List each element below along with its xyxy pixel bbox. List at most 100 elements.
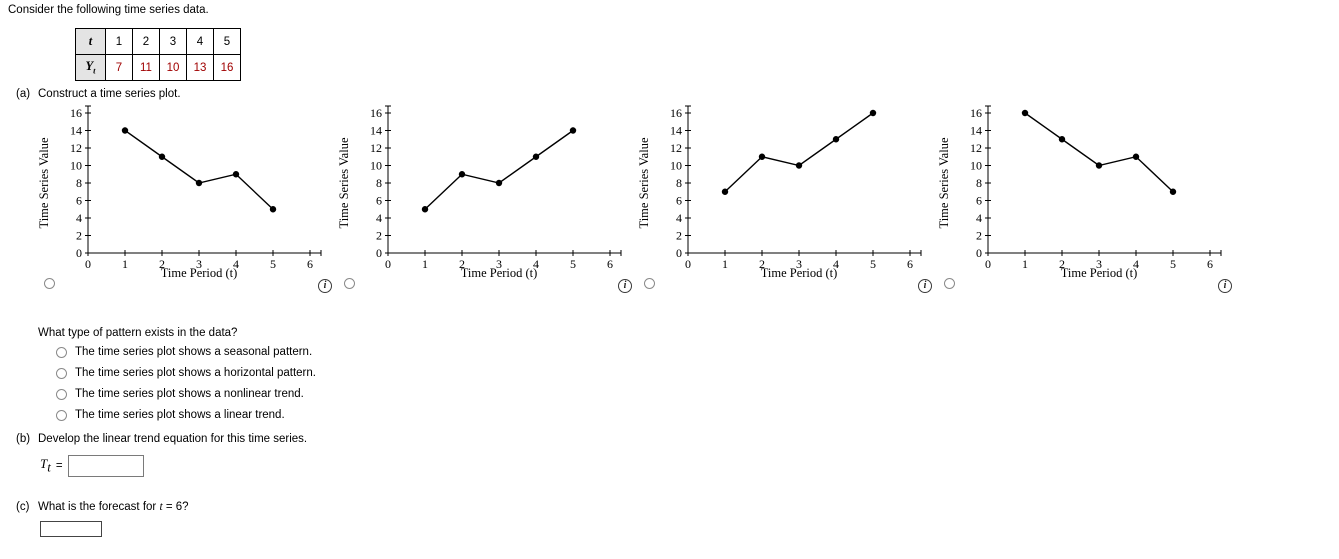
data-point [195,179,203,187]
chart-option-radio-1[interactable] [44,278,55,289]
y-tick-label: 4 [376,211,382,225]
y-tick-label: 16 [370,106,382,120]
data-point [1021,109,1029,117]
x-tick-label: 0 [985,257,991,271]
y-tick-label: 16 [670,106,682,120]
x-tick-label: 1 [722,257,728,271]
y-tick-label: 8 [976,176,982,190]
x-tick-label: 2 [759,257,765,271]
x-tick-label: 0 [85,257,91,271]
part-b-heading: (b) Develop the linear trend equation for… [16,433,307,445]
info-icon[interactable]: i [1218,279,1232,293]
info-icon[interactable]: i [918,279,932,293]
chart-option-3: 0 2 4 6 8 10 12 14 16 0 1 2 3 4 5 6 Time Period (t) Time … [636,103,936,293]
y-tick-label: 2 [676,229,682,243]
chart-option-1: 0 2 4 6 8 10 12 14 16 0 1 2 3 4 5 6 Time Period (t) Time … [36,103,336,293]
data-point [269,206,277,213]
part-a-text: Construct a time series plot. [38,88,181,100]
time-series-chart-4: 0 2 4 6 8 10 12 14 16 0 1 2 3 4 5 6 Time Period (t) Time … [936,103,1228,286]
part-c-label: (c) [16,501,30,513]
y-tick-label: 6 [76,194,82,208]
x-tick-label: 3 [796,257,802,271]
chart-option-radio-2[interactable] [344,278,355,289]
part-a-label: (a) [16,88,31,100]
x-tick-label: 4 [533,257,539,271]
x-tick-label: 3 [196,257,202,271]
part-a-heading: (a) Construct a time series plot. [16,88,181,100]
x-tick-label: 3 [496,257,502,271]
table-cell-y5: 16 [213,54,241,81]
table-row: Yt 7 11 10 13 16 [75,54,241,81]
time-series-chart-3: 0 2 4 6 8 10 12 14 16 0 1 2 3 4 5 6 Time Period (t) Time … [636,103,928,286]
part-b-text: Develop the linear trend equation for th… [38,433,308,445]
y-label-base: Y [85,59,94,74]
table-cell-t2: 2 [132,28,160,55]
info-icon[interactable]: i [618,279,632,293]
data-point [795,162,803,169]
pattern-radio-horizontal[interactable] [56,367,67,379]
chart-option-radio-4[interactable] [944,278,955,289]
y-label-sub: t [93,65,96,76]
y-tick-label: 14 [70,124,82,138]
data-line [124,129,274,210]
pattern-option-label: The time series plot shows a linear tren… [75,409,285,421]
y-tick-label: 6 [976,194,982,208]
y-tick-label: 14 [370,124,382,138]
y-tick-label: 0 [376,246,382,260]
pattern-option-nonlinear[interactable]: The time series plot shows a nonlinear t… [56,388,316,400]
y-axis-label: Time Series Value [937,137,951,228]
pattern-option-seasonal[interactable]: The time series plot shows a seasonal pa… [56,346,316,358]
y-tick-label: 2 [976,229,982,243]
table-cell-y4: 13 [186,54,214,81]
x-axis-label: Time Period (t) [761,266,838,280]
x-tick-label: 5 [570,257,576,271]
intro-text: Consider the following time series data. [8,4,209,16]
y-tick-label: 10 [970,159,982,173]
y-tick-label: 2 [376,229,382,243]
y-tick-label: 0 [676,246,682,260]
x-tick-label: 0 [385,257,391,271]
y-tick-label: 0 [76,246,82,260]
y-tick-label: 6 [676,194,682,208]
time-series-chart-1: 0 2 4 6 8 10 12 14 16 0 1 2 3 4 5 6 Time Period (t) Time … [36,103,328,286]
x-tick-label: 3 [1096,257,1102,271]
forecast-input[interactable] [40,521,102,537]
pattern-option-horizontal[interactable]: The time series plot shows a horizontal … [56,367,316,379]
x-tick-label: 6 [1207,257,1213,271]
part-c-heading: (c) What is the forecast for t = 6? [16,501,189,513]
chart-option-radio-3[interactable] [644,278,655,289]
data-point [421,206,429,213]
x-tick-label: 5 [270,257,276,271]
x-tick-label: 0 [685,257,691,271]
pattern-option-label: The time series plot shows a seasonal pa… [75,346,313,358]
y-tick-label: 14 [670,124,682,138]
data-point [121,127,129,134]
y-tick-label: 0 [976,246,982,260]
pattern-option-linear[interactable]: The time series plot shows a linear tren… [56,409,316,421]
table-header-t: t [75,28,106,55]
data-point [495,179,503,187]
trend-equation-symbol: Tt [40,456,51,475]
y-tick-label: 2 [76,229,82,243]
data-point [569,127,577,134]
y-tick-label: 16 [70,106,82,120]
y-tick-label: 10 [70,159,82,173]
part-c-text-t: t [159,501,163,513]
table-cell-y3: 10 [159,54,187,81]
pattern-radio-linear[interactable] [56,409,67,421]
y-tick-label: 8 [676,176,682,190]
t-label: t [88,34,93,48]
pattern-radio-seasonal[interactable] [56,346,67,358]
pattern-radio-nonlinear[interactable] [56,388,67,400]
table-cell-t4: 4 [186,28,214,55]
y-tick-label: 14 [970,124,982,138]
x-tick-label: 4 [1133,257,1139,271]
trend-equation-input[interactable] [67,455,144,477]
x-tick-label: 2 [1059,257,1065,271]
y-tick-label: 8 [376,176,382,190]
data-point [458,171,466,178]
data-point [1132,153,1140,160]
y-tick-label: 10 [670,159,682,173]
info-icon[interactable]: i [318,279,332,293]
